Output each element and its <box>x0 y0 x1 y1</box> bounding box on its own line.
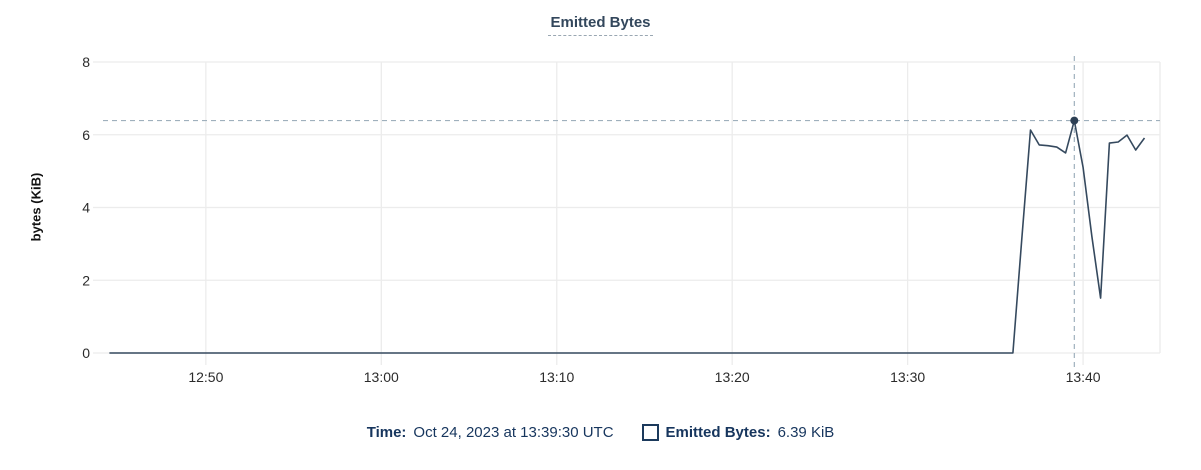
time-label: Time: <box>366 424 407 441</box>
series-value: 6.39 KiB <box>777 424 835 441</box>
legend-item-emitted-bytes[interactable]: Emitted Bytes: 6.39 KiB <box>641 424 835 441</box>
x-tick-label: 13:40 <box>1066 369 1101 385</box>
series-checkbox-icon[interactable] <box>641 424 659 441</box>
x-tick-label: 12:50 <box>188 369 223 385</box>
tooltip-legend: Time: Oct 24, 2023 at 13:39:30 UTC Emitt… <box>0 424 1201 441</box>
x-tick-label: 13:10 <box>539 369 574 385</box>
panel-header: Emitted Bytes <box>0 14 1201 36</box>
x-tick-label: 13:30 <box>890 369 925 385</box>
tooltip-time: Time: Oct 24, 2023 at 13:39:30 UTC <box>367 424 614 441</box>
highlight-point[interactable] <box>1070 116 1079 125</box>
y-tick-label: 4 <box>82 200 90 216</box>
x-tick-label: 13:00 <box>364 369 399 385</box>
chart-plot-area[interactable]: 0 2 4 6 8 12:50 13:00 13:10 13:20 13:30 13:40 <box>0 0 1201 400</box>
y-tick-label: 0 <box>82 345 90 361</box>
x-tick-label: 13:20 <box>715 369 750 385</box>
panel-title[interactable]: Emitted Bytes <box>548 14 653 36</box>
y-tick-label: 6 <box>82 127 90 143</box>
time-value: Oct 24, 2023 at 13:39:30 UTC <box>413 424 614 441</box>
y-tick-label: 8 <box>82 54 90 70</box>
y-tick-label: 2 <box>82 272 90 288</box>
series-label: Emitted Bytes: <box>665 424 771 441</box>
series-line[interactable] <box>109 119 1146 354</box>
